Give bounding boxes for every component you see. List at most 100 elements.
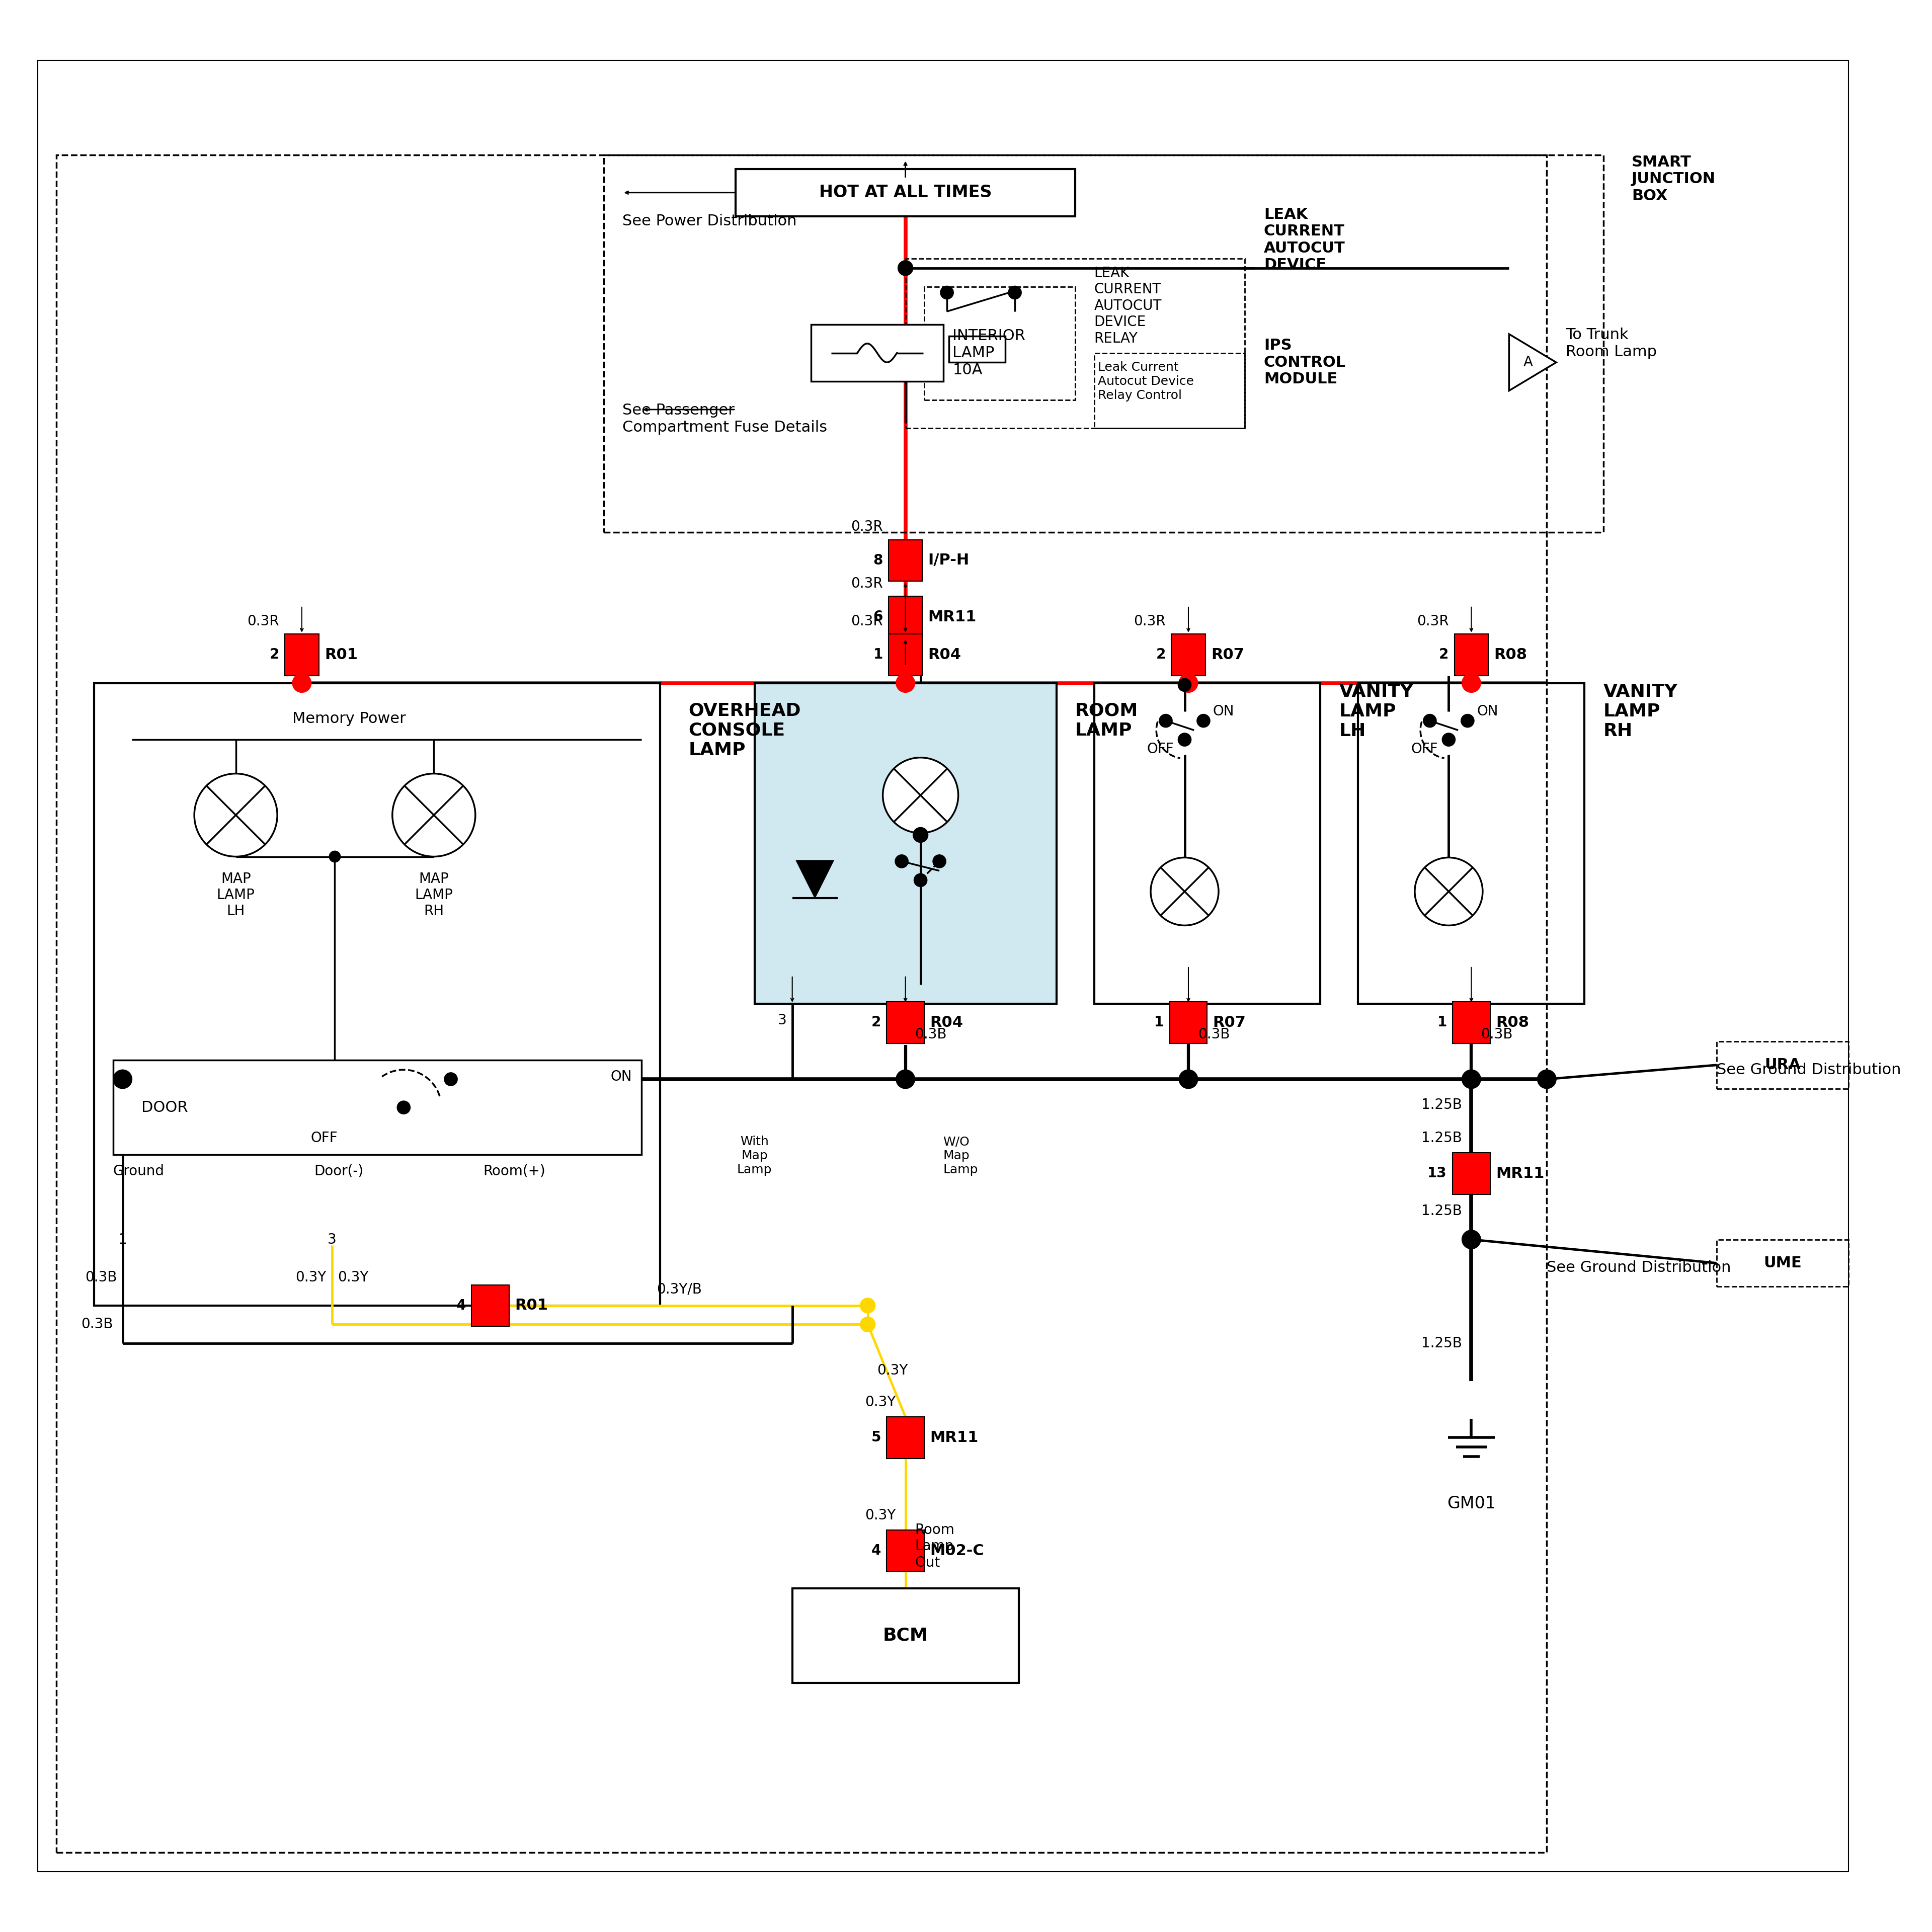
Bar — [95, 684, 661, 1306]
Circle shape — [195, 773, 278, 856]
Text: 0.3Y: 0.3Y — [296, 1269, 327, 1285]
Bar — [792, 1588, 1018, 1683]
Text: 4: 4 — [456, 1298, 466, 1312]
Bar — [1453, 1003, 1490, 1043]
Text: 0.3R: 0.3R — [1416, 614, 1449, 628]
Text: 1: 1 — [1437, 1016, 1447, 1030]
Text: R07: R07 — [1213, 1016, 1246, 1030]
Text: MR11: MR11 — [1495, 1167, 1544, 1180]
Text: 5: 5 — [871, 1430, 881, 1445]
Bar — [56, 155, 1548, 1853]
Text: ROOM
LAMP: ROOM LAMP — [1076, 701, 1138, 738]
Bar — [887, 1530, 923, 1571]
Circle shape — [896, 1070, 916, 1088]
Text: 1: 1 — [1153, 1016, 1163, 1030]
Circle shape — [941, 286, 954, 299]
Circle shape — [392, 773, 475, 856]
Text: R04: R04 — [929, 1016, 964, 1030]
Text: 0.3Y: 0.3Y — [338, 1269, 369, 1285]
Text: LEAK
CURRENT
AUTOCUT
DEVICE
RELAY: LEAK CURRENT AUTOCUT DEVICE RELAY — [1094, 267, 1161, 346]
Circle shape — [1151, 858, 1219, 925]
Text: URA: URA — [1764, 1057, 1801, 1072]
Text: OFF: OFF — [1410, 742, 1437, 755]
Bar — [889, 539, 922, 582]
Bar — [1094, 354, 1244, 429]
Text: 0.3R: 0.3R — [850, 576, 883, 591]
Bar — [1716, 1041, 1849, 1088]
Circle shape — [933, 854, 947, 867]
Text: 0.3Y: 0.3Y — [866, 1395, 896, 1408]
Text: Ground: Ground — [114, 1165, 164, 1179]
Circle shape — [444, 1072, 458, 1086]
Text: With
Map
Lamp: With Map Lamp — [736, 1136, 773, 1177]
Bar — [887, 1416, 923, 1459]
Text: 4: 4 — [871, 1544, 881, 1557]
Text: 0.3B: 0.3B — [1198, 1028, 1231, 1041]
Text: 0.3B: 0.3B — [1480, 1028, 1513, 1041]
Circle shape — [1441, 732, 1455, 746]
Text: MR11: MR11 — [927, 611, 976, 624]
Bar — [1094, 684, 1320, 1005]
Circle shape — [883, 757, 958, 833]
Circle shape — [1538, 1070, 1555, 1088]
Text: 0.3B: 0.3B — [85, 1269, 118, 1285]
Text: 8: 8 — [873, 553, 883, 568]
Circle shape — [114, 1070, 131, 1088]
Bar — [923, 288, 1076, 400]
Bar — [887, 1003, 923, 1043]
Text: Leak Current
Autocut Device
Relay Control: Leak Current Autocut Device Relay Contro… — [1097, 361, 1194, 402]
Text: 0.3R: 0.3R — [850, 520, 883, 533]
Text: IPS
CONTROL
MODULE: IPS CONTROL MODULE — [1264, 338, 1347, 386]
Text: I/P-H: I/P-H — [927, 553, 970, 568]
Bar — [889, 597, 922, 638]
Text: See Power Distribution: See Power Distribution — [622, 214, 796, 228]
Bar — [1358, 684, 1584, 1005]
Text: MR11: MR11 — [929, 1430, 978, 1445]
Circle shape — [860, 1298, 875, 1314]
Circle shape — [1461, 715, 1474, 726]
Circle shape — [1009, 286, 1022, 299]
Circle shape — [1463, 1070, 1480, 1088]
Bar — [1171, 634, 1206, 676]
Text: 0.3R: 0.3R — [850, 614, 883, 628]
Circle shape — [292, 674, 311, 692]
Text: 0.3Y: 0.3Y — [877, 1364, 908, 1378]
Text: M02-C: M02-C — [929, 1544, 983, 1557]
Circle shape — [914, 873, 927, 887]
Text: R07: R07 — [1211, 647, 1244, 663]
Circle shape — [398, 1101, 410, 1115]
Text: R04: R04 — [927, 647, 962, 663]
Text: 0.3Y: 0.3Y — [866, 1509, 896, 1522]
Text: ON: ON — [1213, 705, 1235, 719]
Text: ON: ON — [1476, 705, 1499, 719]
Text: R08: R08 — [1495, 1016, 1528, 1030]
Bar — [284, 634, 319, 676]
Text: See Ground Distribution: See Ground Distribution — [1548, 1260, 1731, 1275]
Text: 1.25B: 1.25B — [1422, 1097, 1463, 1113]
Bar — [1716, 1240, 1849, 1287]
Text: 0.3Y/B: 0.3Y/B — [657, 1283, 701, 1296]
Text: BCM: BCM — [883, 1627, 927, 1644]
Text: R01: R01 — [516, 1298, 549, 1314]
Text: 0.3R: 0.3R — [247, 614, 280, 628]
Text: MAP
LAMP
LH: MAP LAMP LH — [216, 871, 255, 918]
Text: Door(-): Door(-) — [313, 1165, 363, 1179]
Text: 1: 1 — [118, 1233, 128, 1246]
Polygon shape — [796, 860, 835, 898]
Circle shape — [1463, 674, 1480, 692]
Bar — [755, 684, 1057, 1005]
Text: ON: ON — [611, 1070, 632, 1084]
Text: GM01: GM01 — [1447, 1495, 1495, 1513]
Bar — [906, 259, 1244, 429]
Text: DOOR: DOOR — [141, 1099, 187, 1115]
Bar — [1455, 634, 1488, 676]
Text: 6: 6 — [873, 611, 883, 624]
Text: 0.3B: 0.3B — [81, 1318, 114, 1331]
Text: 1.25B: 1.25B — [1422, 1130, 1463, 1146]
Text: 2: 2 — [1155, 647, 1165, 663]
Text: 2: 2 — [1439, 647, 1449, 663]
Text: Memory Power: Memory Power — [292, 711, 406, 726]
Text: 1.25B: 1.25B — [1422, 1337, 1463, 1350]
Circle shape — [1179, 1070, 1198, 1088]
Text: 2: 2 — [871, 1016, 881, 1030]
